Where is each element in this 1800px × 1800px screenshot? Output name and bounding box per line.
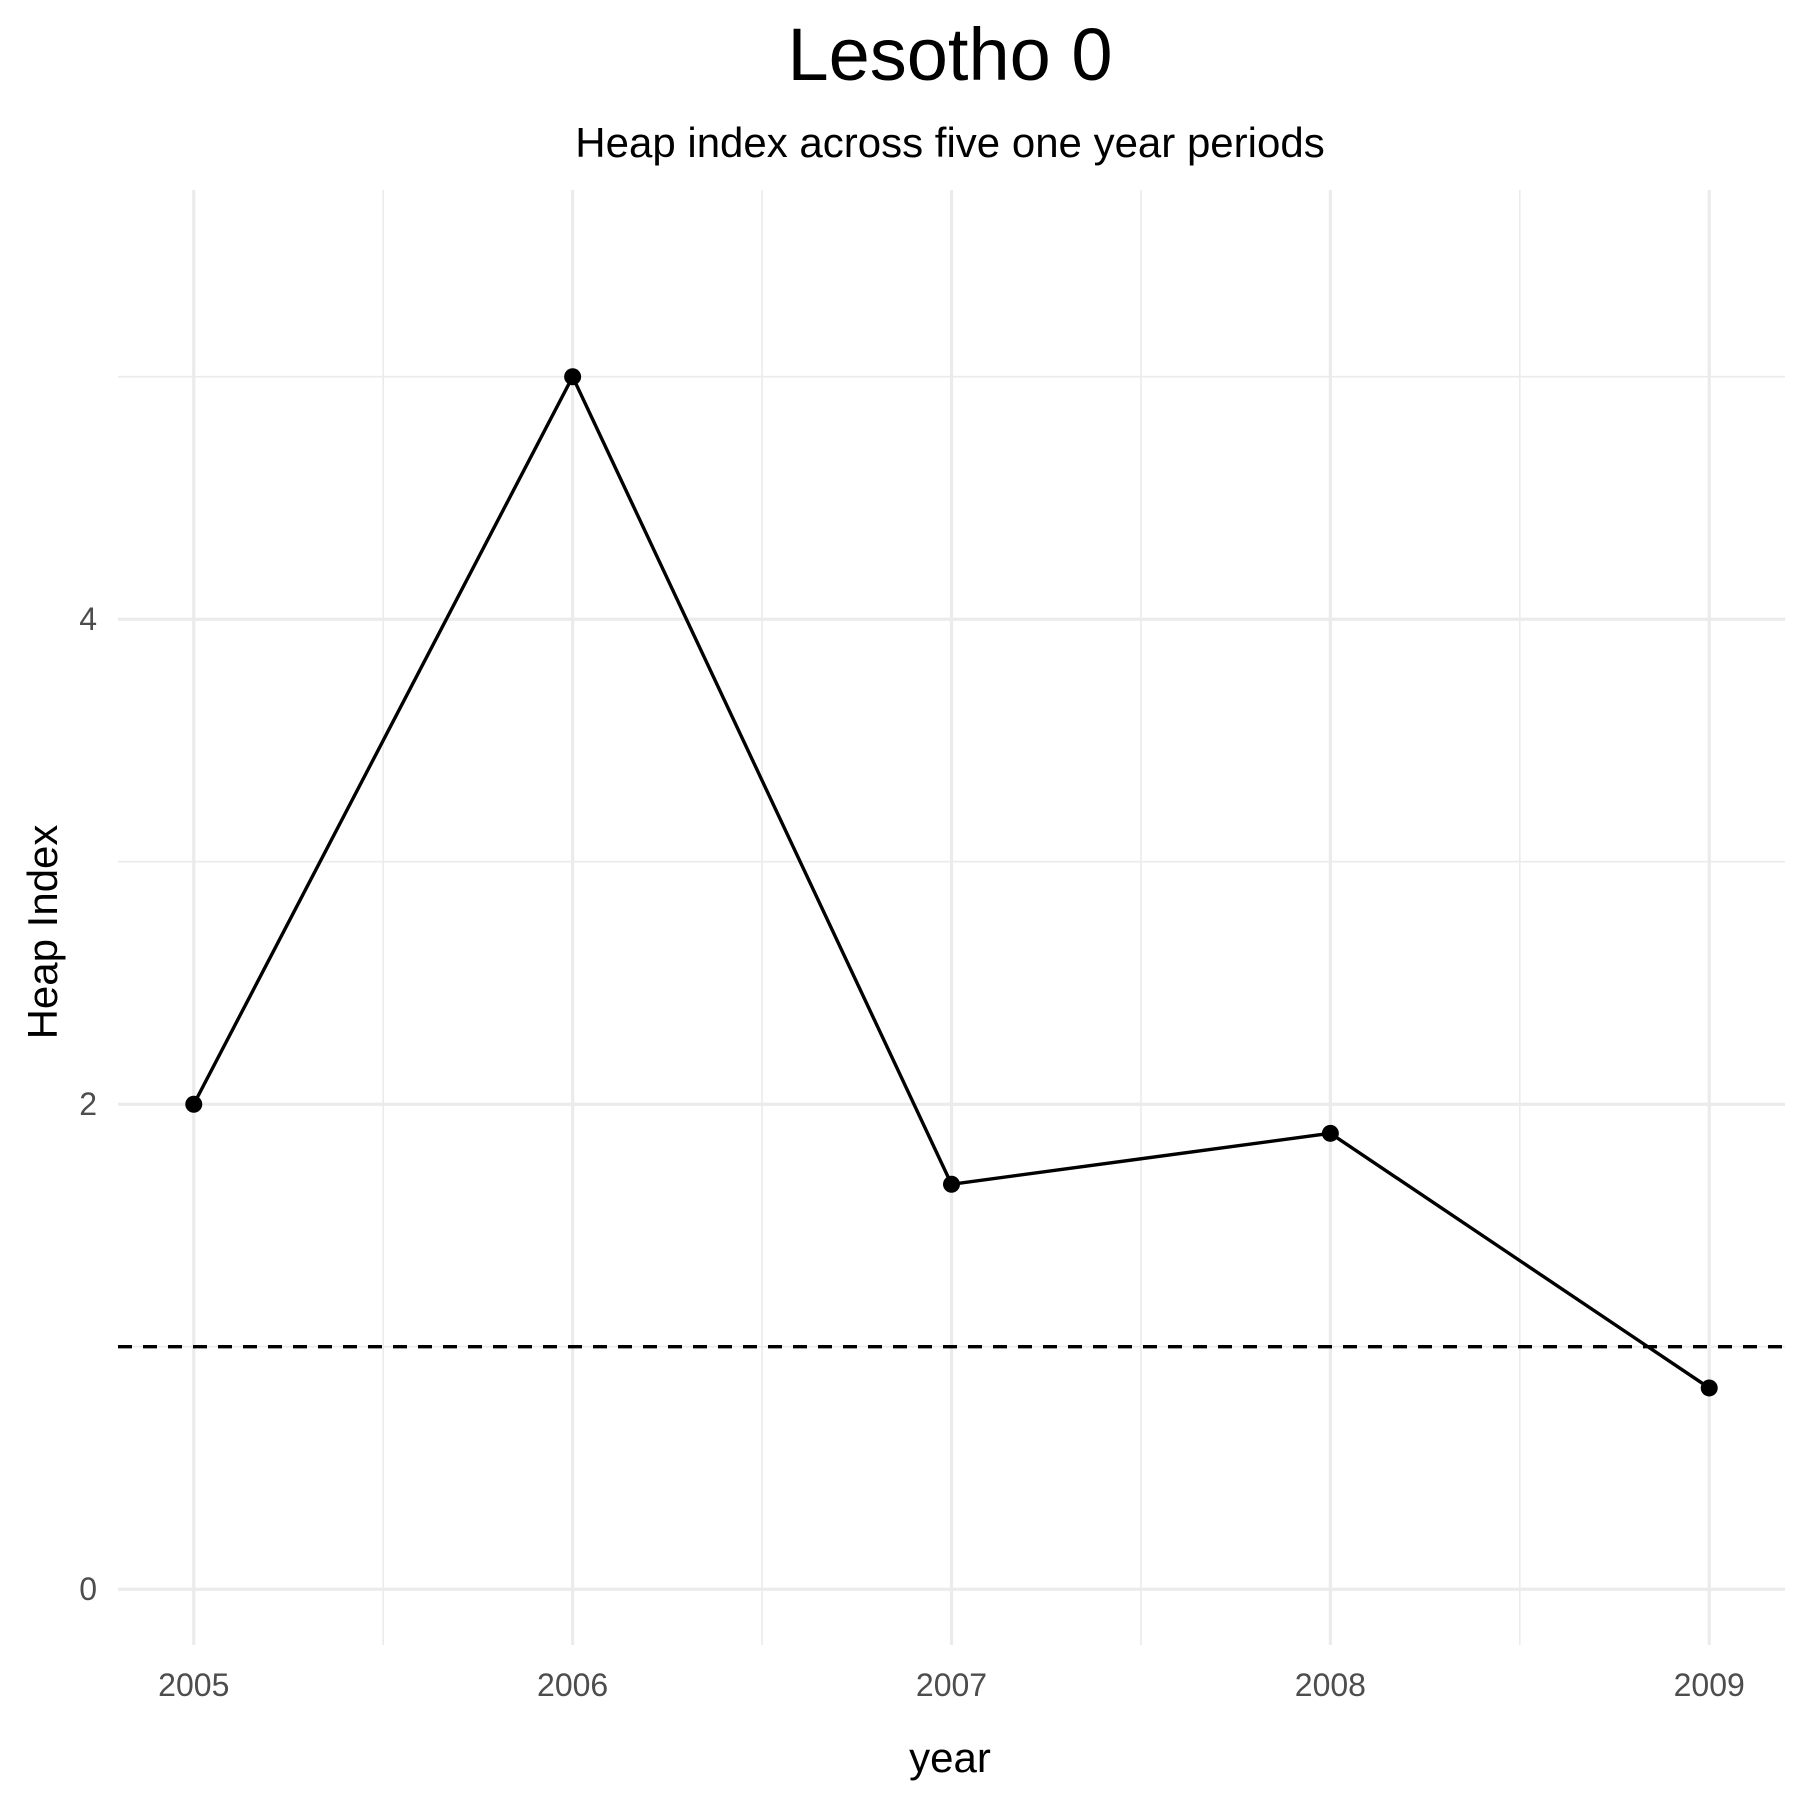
y-tick-label: 4 — [79, 601, 97, 637]
y-axis-ticks: 0 2 4 — [79, 601, 97, 1607]
data-point — [564, 368, 582, 386]
x-tick-label: 2009 — [1674, 1667, 1745, 1703]
chart-subtitle: Heap index across five one year periods — [575, 119, 1324, 166]
data-point — [1700, 1379, 1718, 1397]
x-tick-label: 2008 — [1295, 1667, 1366, 1703]
x-tick-label: 2005 — [158, 1667, 229, 1703]
x-axis-title: year — [909, 1734, 991, 1781]
y-tick-label: 2 — [79, 1086, 97, 1122]
x-tick-label: 2006 — [537, 1667, 608, 1703]
y-tick-label: 0 — [79, 1571, 97, 1607]
grid — [118, 190, 1785, 1645]
x-axis-ticks: 2005 2006 2007 2008 2009 — [158, 1667, 1745, 1703]
data-point — [943, 1175, 960, 1193]
series — [185, 368, 1718, 1397]
y-axis-title: Heap Index — [19, 825, 66, 1040]
x-tick-label: 2007 — [916, 1667, 987, 1703]
data-point — [185, 1095, 203, 1113]
chart-title: Lesotho 0 — [787, 13, 1112, 96]
data-point — [1321, 1124, 1339, 1142]
